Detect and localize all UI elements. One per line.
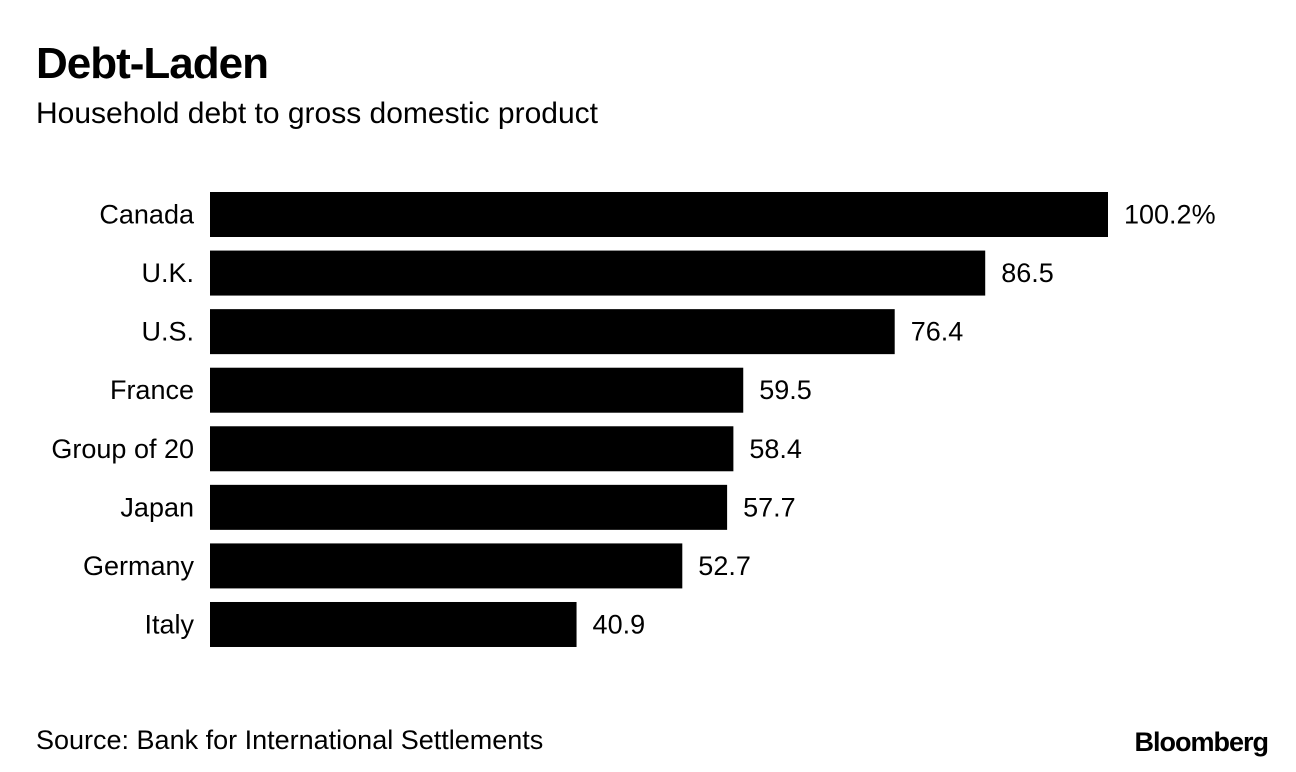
category-label: U.S. xyxy=(141,317,194,347)
bar-canada xyxy=(210,192,1108,237)
bar-u-k xyxy=(210,250,986,296)
value-label: 52.7 xyxy=(698,551,751,581)
value-label: 86.5 xyxy=(1001,258,1054,288)
value-label: 59.5 xyxy=(759,375,812,405)
source-note: Source: Bank for International Settlemen… xyxy=(36,725,544,755)
category-label: Italy xyxy=(144,609,194,639)
value-label: 100.2% xyxy=(1124,200,1216,230)
bar-france xyxy=(210,367,744,413)
bar-germany xyxy=(210,543,683,589)
value-label: 40.9 xyxy=(593,609,646,639)
chart-subtitle: Household debt to gross domestic product xyxy=(36,97,598,130)
category-label: Canada xyxy=(99,200,195,230)
category-label: Germany xyxy=(83,551,195,581)
category-label: Japan xyxy=(120,492,194,522)
category-label: France xyxy=(110,375,194,405)
category-label: U.K. xyxy=(141,258,194,288)
value-label: 57.7 xyxy=(743,492,796,522)
value-label: 76.4 xyxy=(911,317,964,347)
bar-group-of-20 xyxy=(210,426,734,472)
bar-japan xyxy=(210,484,728,530)
bar-u-s xyxy=(210,309,895,355)
category-label: Group of 20 xyxy=(51,434,194,464)
chart-title: Debt-Laden xyxy=(36,39,269,88)
bar-italy xyxy=(210,601,577,647)
bloomberg-logo: Bloomberg xyxy=(1134,727,1269,757)
value-label: 58.4 xyxy=(749,434,802,464)
